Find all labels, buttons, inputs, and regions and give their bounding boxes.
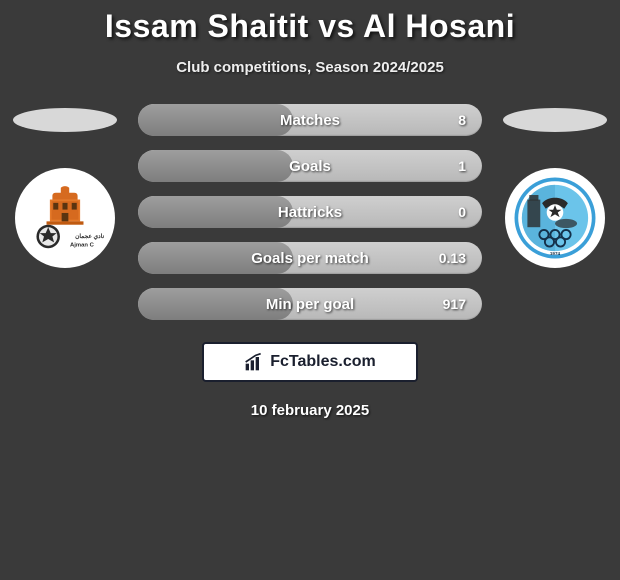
stat-value: 0: [458, 204, 466, 220]
brand-badge[interactable]: FcTables.com: [202, 342, 418, 382]
chart-icon: [244, 352, 264, 372]
right-club-badge: 1974: [505, 168, 605, 268]
brand-text: FcTables.com: [270, 353, 376, 371]
svg-text:1974: 1974: [550, 251, 561, 256]
stat-fill: [138, 150, 293, 182]
stat-row-min-per-goal: Min per goal 917: [138, 288, 482, 320]
left-column: نادي عجمان Ajman C: [10, 104, 120, 268]
ajman-badge-icon: نادي عجمان Ajman C: [23, 176, 107, 260]
page-title: Issam Shaitit vs Al Hosani: [0, 8, 620, 45]
stat-value: 8: [458, 112, 466, 128]
left-club-badge: نادي عجمان Ajman C: [15, 168, 115, 268]
stat-label: Matches: [280, 112, 340, 129]
svg-text:Ajman C: Ajman C: [70, 243, 95, 249]
stat-fill: [138, 196, 293, 228]
stat-row-goals-per-match: Goals per match 0.13: [138, 242, 482, 274]
stat-label: Min per goal: [266, 296, 354, 313]
right-player-oval: [503, 108, 607, 132]
stat-label: Hattricks: [278, 204, 342, 221]
stat-row-hattricks: Hattricks 0: [138, 196, 482, 228]
stat-value: 1: [458, 158, 466, 174]
main-row: نادي عجمان Ajman C Matches 8 Goals 1 Hat…: [0, 104, 620, 320]
date-label: 10 february 2025: [0, 402, 620, 419]
stat-value: 0.13: [439, 250, 466, 266]
stat-label: Goals: [289, 158, 331, 175]
stat-row-matches: Matches 8: [138, 104, 482, 136]
svg-text:نادي عجمان: نادي عجمان: [75, 233, 104, 240]
stat-fill: [138, 104, 293, 136]
stat-value: 917: [443, 296, 466, 312]
stat-label: Goals per match: [251, 250, 369, 267]
subtitle: Club competitions, Season 2024/2025: [0, 59, 620, 76]
right-column: 1974: [500, 104, 610, 268]
baniyas-badge-icon: 1974: [509, 172, 601, 264]
comparison-widget: Issam Shaitit vs Al Hosani Club competit…: [0, 0, 620, 419]
stat-row-goals: Goals 1: [138, 150, 482, 182]
stats-column: Matches 8 Goals 1 Hattricks 0 Goals per …: [138, 104, 482, 320]
left-player-oval: [13, 108, 117, 132]
